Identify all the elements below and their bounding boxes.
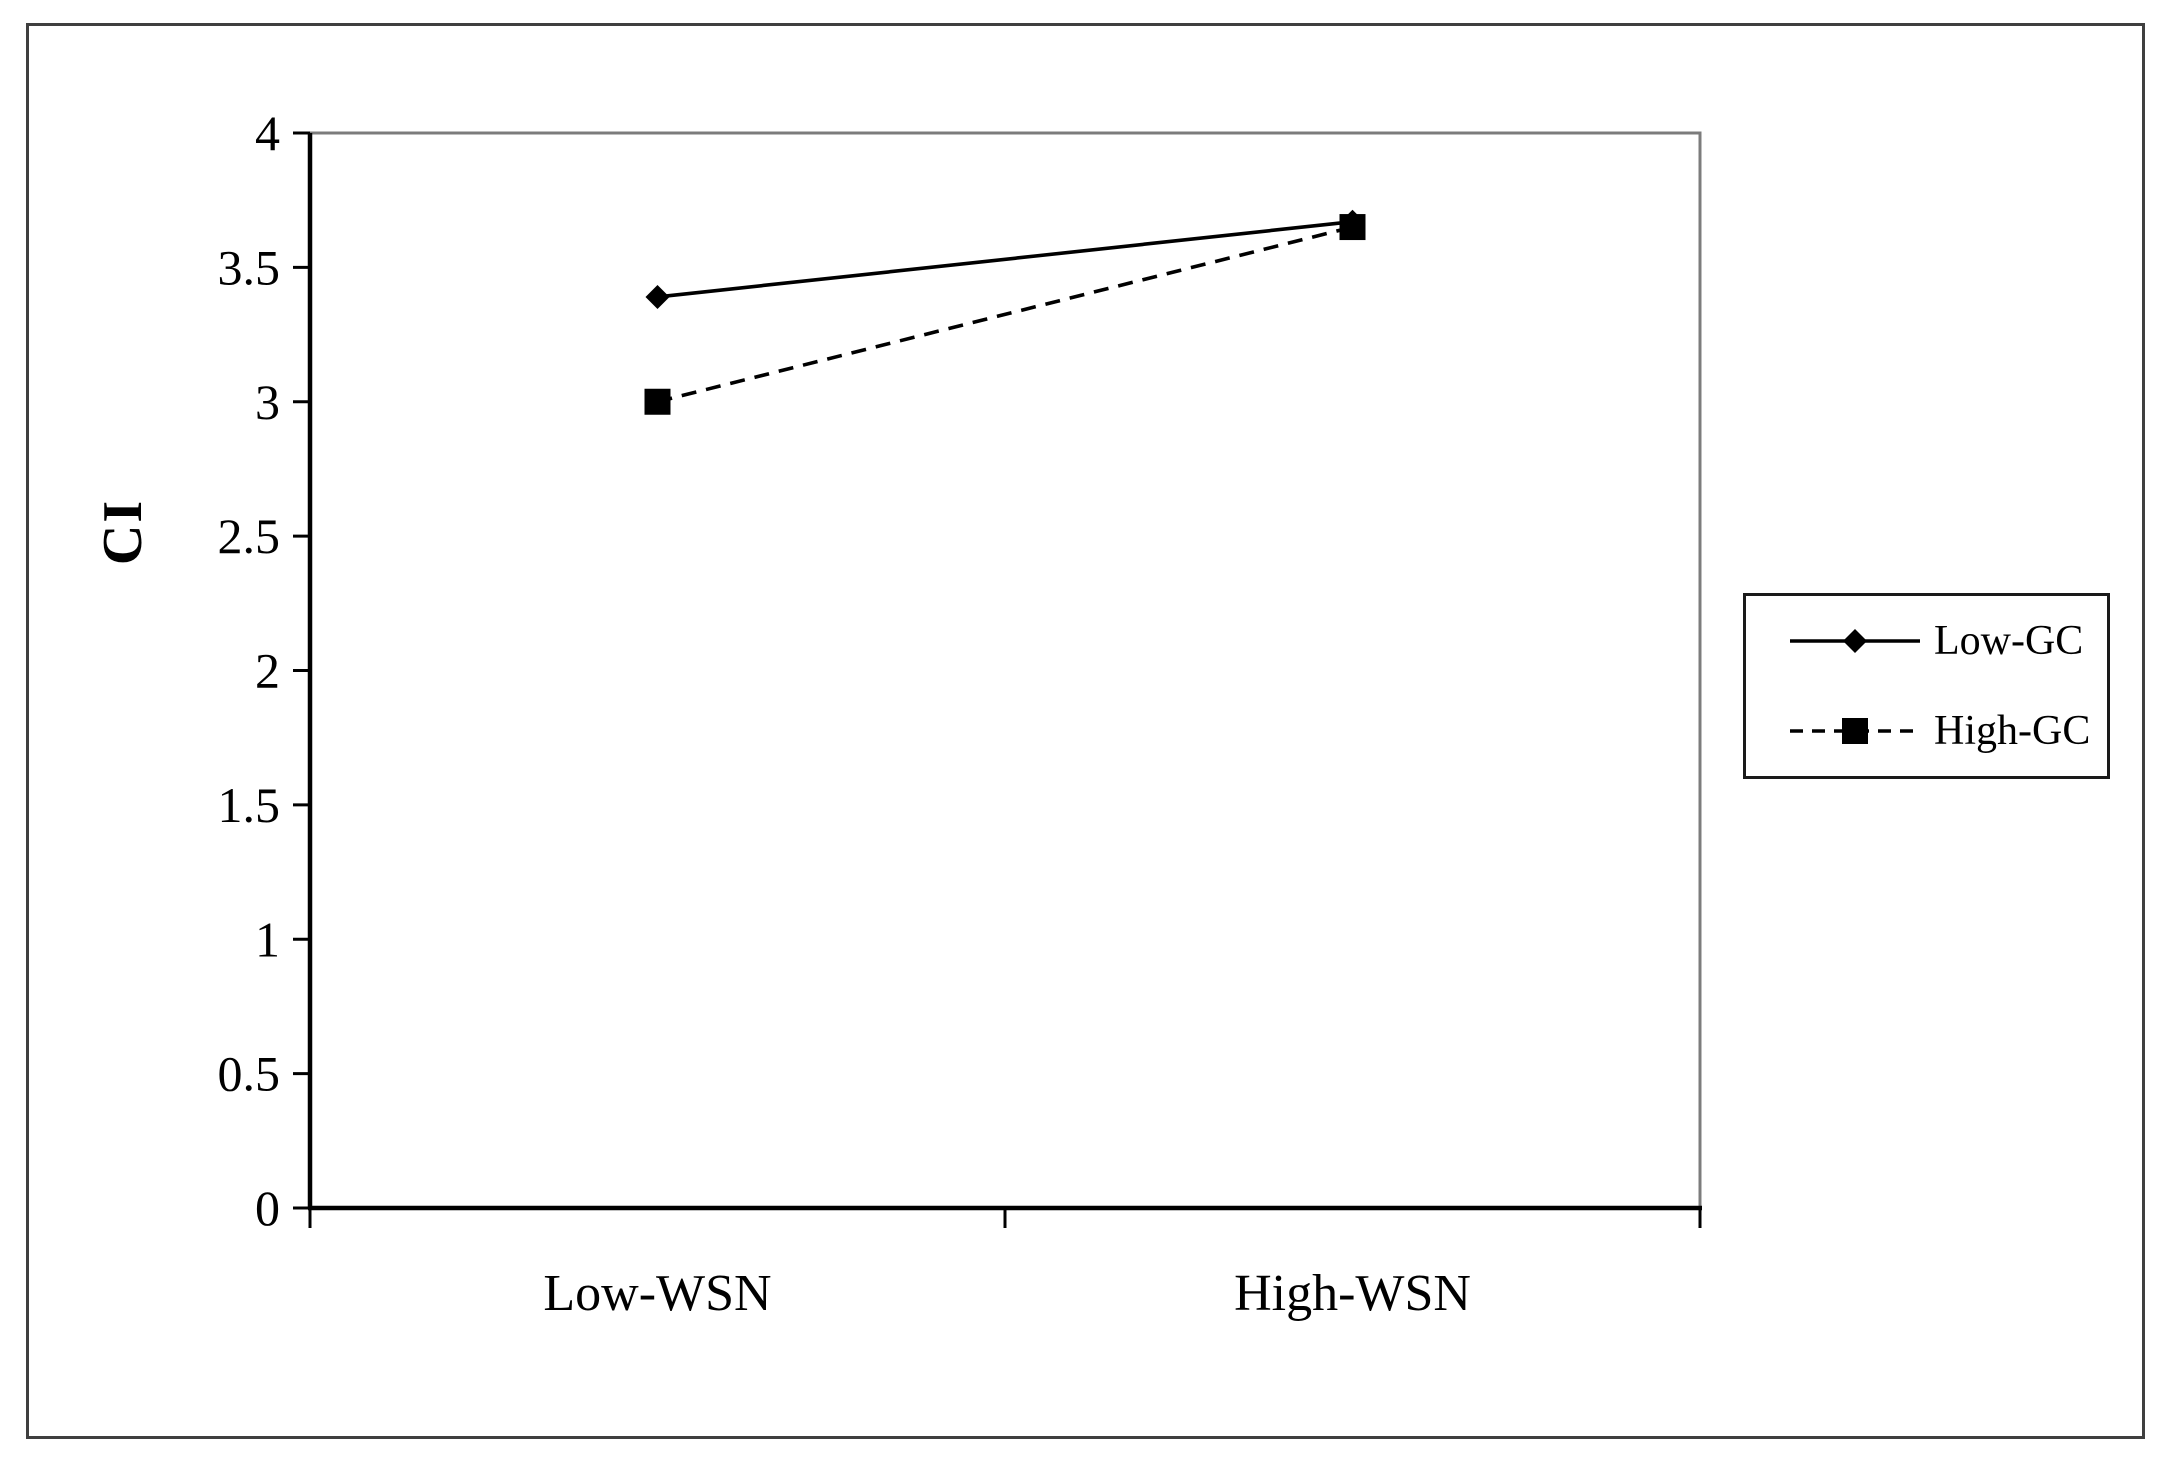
legend: Low-GC High-GC	[1743, 593, 2110, 779]
y-tick-label: 0.5	[218, 1046, 281, 1102]
y-tick-label: 4	[255, 105, 280, 161]
legend-label: High-GC	[1934, 708, 2091, 754]
legend-line-sample-square	[1790, 718, 1920, 744]
series-line-high-gc	[657, 225, 1353, 404]
y-tick-label: 1	[255, 911, 280, 967]
y-tick-label: 2.5	[218, 508, 281, 564]
data-point-square	[1339, 214, 1366, 241]
legend-item: Low-GC	[1790, 620, 2107, 662]
series-line-low-gc	[657, 219, 1353, 299]
y-tick-label: 3.5	[218, 239, 281, 295]
legend-item: High-GC	[1790, 710, 2107, 752]
y-tick-label: 1.5	[218, 777, 281, 833]
diamond-marker-icon	[1843, 629, 1867, 653]
data-point-diamond	[645, 284, 670, 309]
y-axis-title-text: CI	[91, 498, 154, 566]
data-point-square	[644, 388, 671, 415]
y-tick-label: 2	[255, 643, 280, 699]
x-category-label: High-WSN	[1234, 1265, 1471, 1322]
plot-area-border	[310, 131, 1702, 1208]
legend-label: Low-GC	[1934, 618, 2084, 664]
y-tick-label: 3	[255, 374, 280, 430]
square-marker-icon	[1842, 718, 1868, 744]
x-category-label: Low-WSN	[543, 1265, 771, 1322]
legend-line-sample-diamond	[1790, 629, 1920, 653]
y-axis-title: CI	[58, 452, 188, 612]
y-tick-label: 0	[255, 1180, 280, 1236]
